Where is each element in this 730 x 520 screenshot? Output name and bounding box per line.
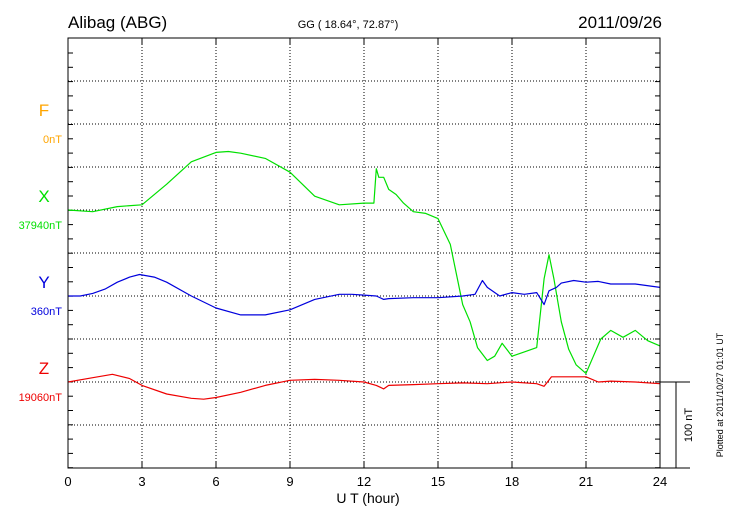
x-axis: 0 3 6 9 12 15 18 21 24 [64,38,667,489]
x-tick-label: 24 [653,474,667,489]
station-title: Alibag (ABG) [68,13,167,32]
x-tick-label: 18 [505,474,519,489]
series-x-line [67,150,661,374]
series-f-baseline: 0nT [43,134,62,146]
date-label: 2011/09/26 [578,13,662,32]
scale-bar: 100 nT [660,381,695,469]
series-f-name: F [39,101,49,120]
plot-frame [67,37,661,469]
series-x-name: X [38,187,49,206]
x-tick-label: 3 [138,474,145,489]
series-x-baseline: 37940nT [19,220,63,232]
x-tick-label: 6 [212,474,219,489]
series-z-baseline: 19060nT [19,392,63,404]
x-tick-label: 21 [579,474,593,489]
coordinates-label: GG ( 18.64°, 72.87°) [298,19,399,31]
scale-bar-label: 100 nT [683,408,695,443]
series-z-line [67,373,661,400]
x-tick-label: 12 [357,474,371,489]
x-tick-label: 9 [286,474,293,489]
series-y-line [68,273,661,316]
x-axis-title: U T (hour) [336,490,399,506]
series-z-name: Z [39,359,49,378]
series-y-baseline: 360nT [31,306,62,318]
series-y-name: Y [38,273,49,292]
x-tick-label: 0 [64,474,71,489]
series-labels: F 0nT X 37940nT Y 360nT Z 19060nT [19,101,63,404]
x-tick-label: 15 [431,474,445,489]
series-lines [67,150,661,400]
grid [68,38,660,469]
plotted-timestamp: Plotted at 2011/10/27 01:01 UT [715,332,725,457]
